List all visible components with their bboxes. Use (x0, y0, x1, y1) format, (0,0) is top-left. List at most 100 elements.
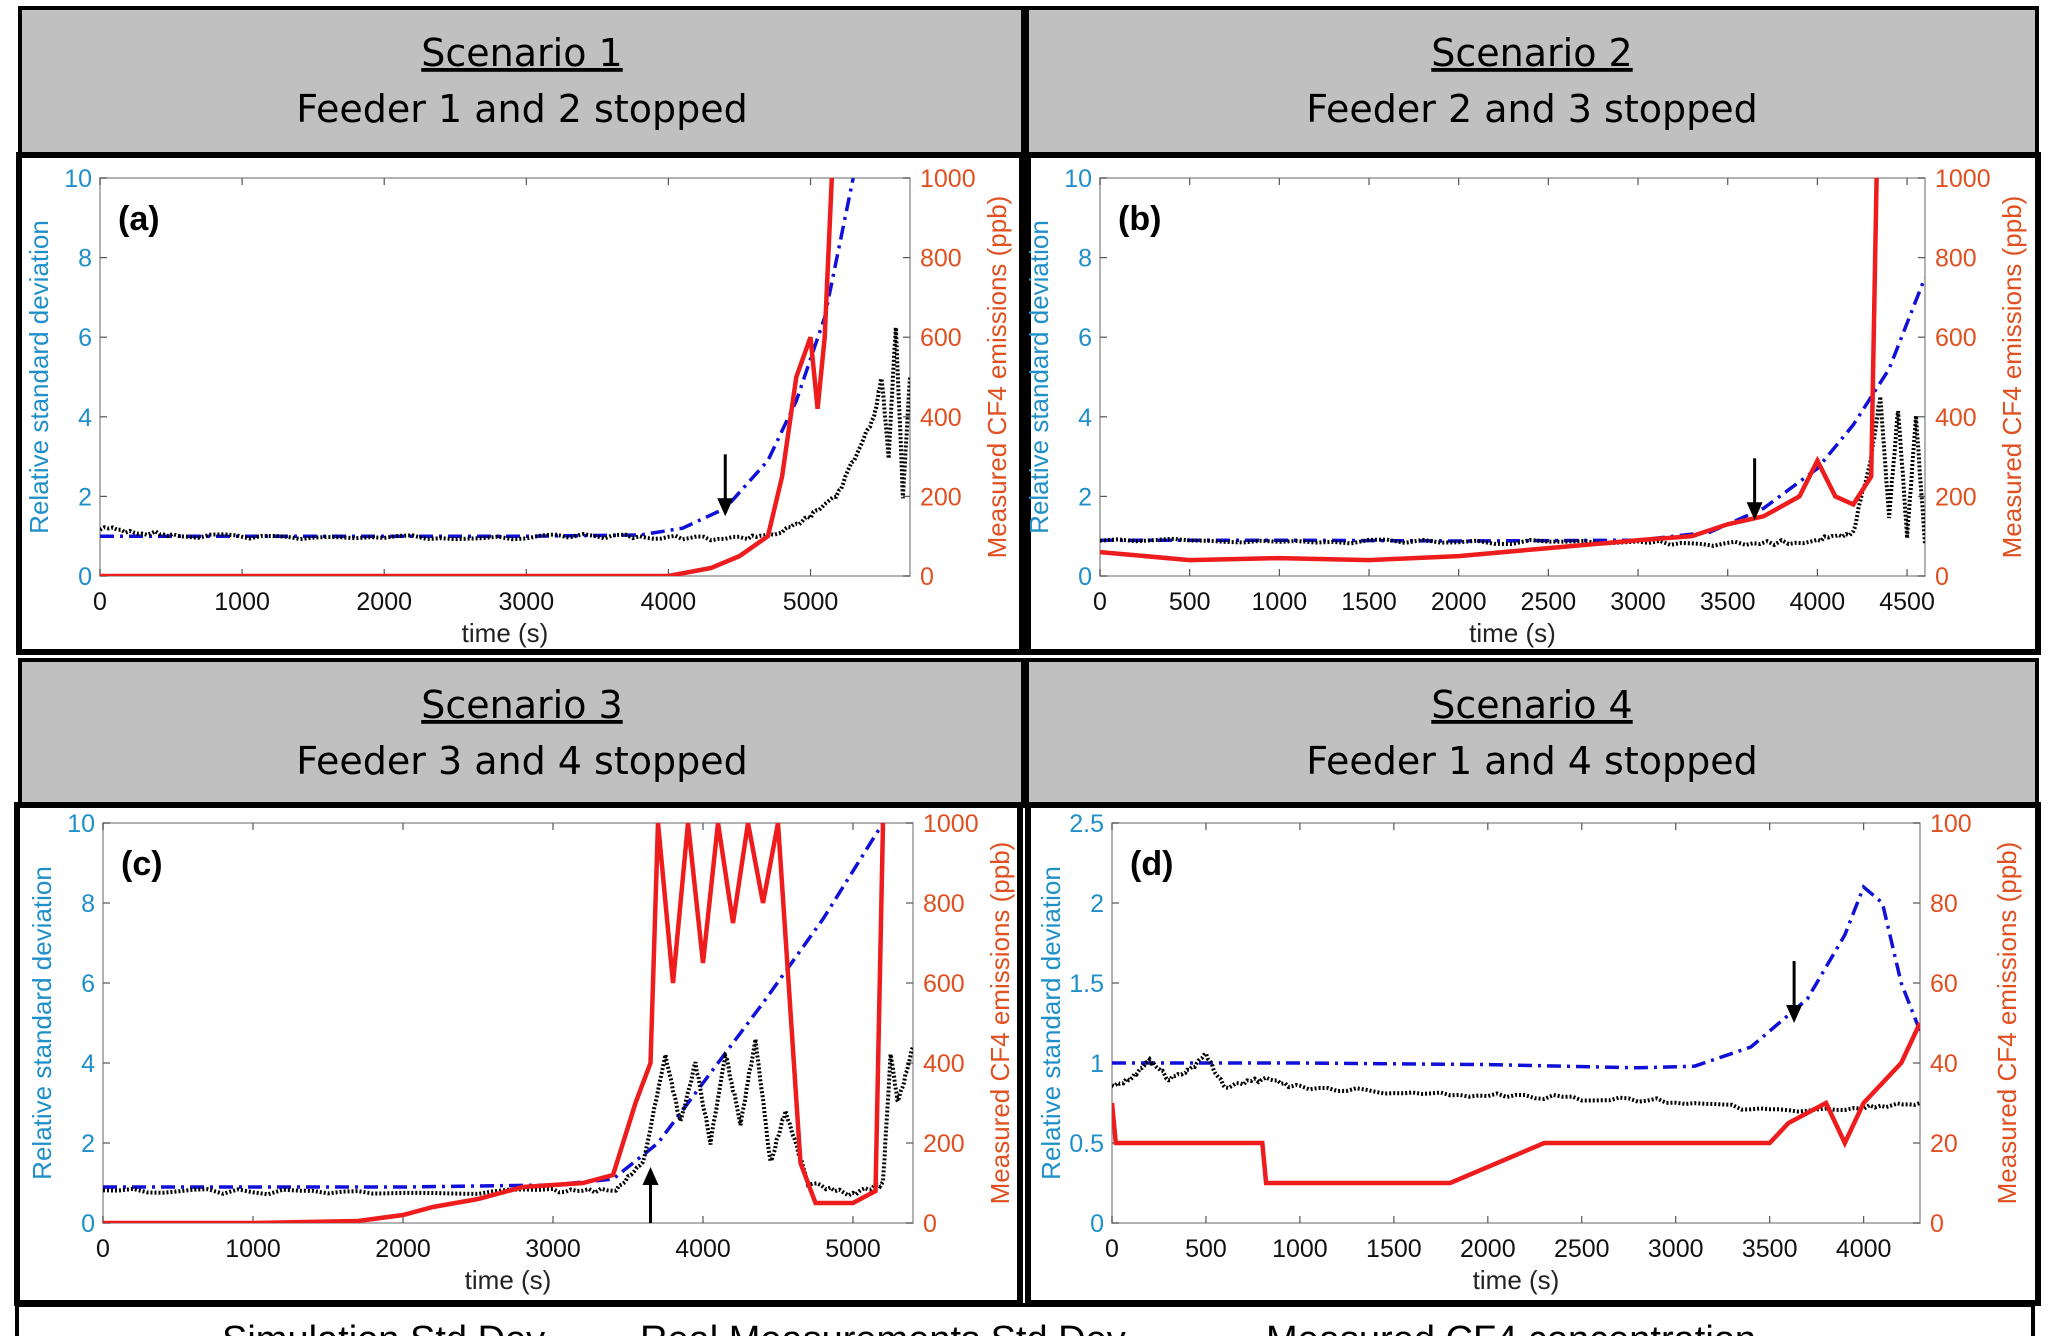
x-tick-label: 3000 (1610, 588, 1666, 616)
plot-area (1111, 822, 1921, 1224)
x-tick-label: 3000 (525, 1235, 581, 1263)
panel-frame-2 (1025, 152, 2041, 655)
y2-tick-label: 800 (923, 890, 965, 918)
y-tick-label: 0 (1090, 1210, 1104, 1238)
scenario-1-title: Scenario 1 (421, 31, 622, 75)
y-tick-label: 2 (1078, 483, 1092, 511)
x-tick-label: 0 (96, 1235, 110, 1263)
panel-label: (d) (1130, 845, 1173, 883)
header-3 (18, 658, 1025, 808)
series-layer (1112, 884, 1920, 1186)
series-measured-cf4 (103, 823, 886, 1223)
y-tick-label: 10 (67, 810, 95, 838)
y-tick-label: 6 (1078, 324, 1092, 352)
y2-tick-label: 0 (920, 563, 934, 591)
y2-tick-label: 200 (1935, 483, 1977, 511)
legend-measured-label: Measured CF4 concentration (1266, 1319, 1756, 1336)
y-tick-label: 1 (1090, 1050, 1104, 1078)
scenario-3-title: Scenario 3 (421, 683, 622, 727)
y2-tick-label: 1000 (1935, 165, 1991, 193)
x-axis-label: time (s) (1469, 618, 1556, 648)
y-axis-label: Relative standard deviation (1024, 220, 1054, 534)
x-tick-label: 2500 (1521, 588, 1577, 616)
y-axis-label: Relative standard deviation (1036, 866, 1066, 1180)
panel-frame-1 (16, 152, 1025, 655)
y2-tick-label: 80 (1930, 890, 1958, 918)
x-tick-label: 1500 (1366, 1235, 1422, 1263)
series-measured-cf4 (1112, 1022, 1920, 1186)
series-layer (100, 178, 910, 576)
chart-panel-3: 0 1000 2000 3000 4000 5000 0 2 4 6 8 10 0 200 400 600 80… (27, 810, 1015, 1295)
header-2 (1025, 6, 2039, 156)
y2-tick-label: 400 (1935, 404, 1977, 432)
y2-axis-label: Measured CF4 emissions (ppb) (985, 842, 1015, 1205)
x-tick-label: 3000 (1648, 1235, 1704, 1263)
chart-panel-1: 0 1000 2000 3000 4000 5000 0 2 4 6 8 10 0 200 400 600 80… (24, 165, 1012, 648)
y2-axis-label: Measured CF4 emissions (ppb) (1997, 196, 2027, 559)
plot-area (102, 822, 914, 1224)
chart-panel-2: 0 500 1000 1500 2000 2500 3000 3500 4000 45000246… (1024, 165, 2027, 648)
x-tick-label: 4500 (1879, 588, 1935, 616)
x-tick-label: 2000 (1431, 588, 1487, 616)
y2-tick-label: 1000 (923, 810, 979, 838)
y-tick-label: 8 (81, 890, 95, 918)
y2-tick-label: 200 (920, 483, 962, 511)
y2-tick-label: 0 (923, 1210, 937, 1238)
legend: Simulation Std Dev. Real Measurements St… (222, 1319, 1756, 1336)
scenario-4-title: Scenario 4 (1431, 683, 1632, 727)
y2-tick-label: 40 (1930, 1050, 1958, 1078)
y-tick-label: 1.5 (1069, 970, 1104, 998)
x-tick-label: 1000 (1252, 588, 1308, 616)
header-4 (1025, 658, 2039, 808)
x-tick-label: 0 (93, 588, 107, 616)
scenario-2-title: Scenario 2 (1431, 31, 1632, 75)
series-real-std-dev (1112, 1050, 1920, 1114)
scenario-4-subtitle: Feeder 1 and 4 stopped (1306, 739, 1758, 783)
y-tick-label: 2.5 (1069, 810, 1104, 838)
x-tick-label: 1000 (225, 1235, 281, 1263)
y-tick-label: 8 (78, 245, 92, 273)
x-tick-label: 4000 (1836, 1235, 1892, 1263)
series-measured-cf4 (100, 178, 835, 576)
x-tick-label: 3500 (1700, 588, 1756, 616)
x-tick-label: 0 (1105, 1235, 1119, 1263)
x-tick-label: 3000 (499, 588, 555, 616)
arrow-icon (1786, 1005, 1803, 1023)
x-tick-label: 2000 (1460, 1235, 1516, 1263)
panel-label: (a) (118, 200, 160, 238)
arrow-icon (642, 1167, 659, 1185)
x-tick-label: 3500 (1742, 1235, 1798, 1263)
y-tick-label: 0 (81, 1210, 95, 1238)
y2-tick-label: 800 (1935, 245, 1977, 273)
y-tick-label: 2 (81, 1130, 95, 1158)
y-tick-label: 0 (1078, 563, 1092, 591)
y-tick-label: 2 (1090, 890, 1104, 918)
x-tick-label: 5000 (825, 1235, 881, 1263)
series-simulation-std-dev (103, 823, 885, 1189)
y2-tick-label: 60 (1930, 970, 1958, 998)
y2-tick-label: 0 (1930, 1210, 1944, 1238)
series-real-std-dev (103, 1038, 913, 1198)
scenario-2-subtitle: Feeder 2 and 3 stopped (1306, 87, 1758, 131)
x-tick-label: 5000 (783, 588, 839, 616)
y2-tick-label: 400 (920, 404, 962, 432)
y2-tick-label: 1000 (920, 165, 976, 193)
series-measured-cf4 (1100, 178, 1879, 563)
y-tick-label: 4 (81, 1050, 95, 1078)
plots-layer: 0 1000 2000 3000 4000 50000246810020040060080… (24, 165, 2027, 1295)
y2-tick-label: 600 (920, 324, 962, 352)
y-tick-label: 6 (78, 324, 92, 352)
series-layer (1100, 178, 1925, 563)
legend-real-label: Real Measurements Std Dev. (640, 1319, 1134, 1336)
series-real-std-dev (100, 327, 910, 543)
x-tick-label: 2000 (375, 1235, 431, 1263)
header-1 (18, 6, 1025, 156)
arrow-icon (717, 498, 734, 517)
x-tick-label: 1000 (1272, 1235, 1328, 1263)
y2-tick-label: 200 (923, 1130, 965, 1158)
x-tick-label: 4000 (675, 1235, 731, 1263)
y2-tick-label: 0 (1935, 563, 1949, 591)
y2-tick-label: 100 (1930, 810, 1972, 838)
x-tick-label: 500 (1185, 1235, 1227, 1263)
legend-box (15, 1303, 2035, 1336)
